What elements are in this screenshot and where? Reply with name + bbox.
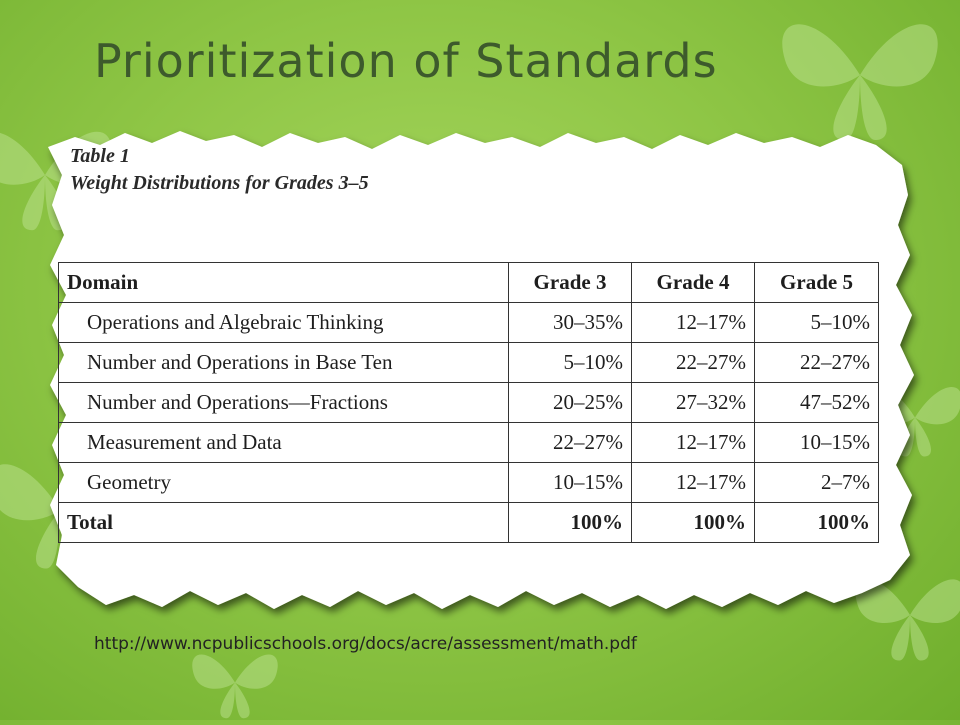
grade5-cell: 10–15%	[754, 422, 879, 463]
table-total-row: Total 100% 100% 100%	[58, 502, 879, 543]
column-header: Grade 3	[508, 262, 632, 303]
table-header-row: Domain Grade 3 Grade 4 Grade 5	[58, 262, 879, 303]
grade3-cell: 30–35%	[508, 302, 632, 343]
table-row: Operations and Algebraic Thinking 30–35%…	[58, 302, 879, 343]
butterfly-decoration	[855, 579, 960, 661]
grade5-cell: 5–10%	[754, 302, 879, 343]
table-row: Geometry 10–15% 12–17% 2–7%	[58, 462, 879, 503]
grade4-cell: 12–17%	[631, 302, 755, 343]
table-row: Number and Operations in Base Ten 5–10% …	[58, 342, 879, 383]
grade5-cell: 2–7%	[754, 462, 879, 503]
grade4-cell: 27–32%	[631, 382, 755, 423]
grade4-cell: 12–17%	[631, 462, 755, 503]
domain-cell: Geometry	[58, 462, 509, 503]
grade4-total-cell: 100%	[631, 502, 755, 543]
domain-cell: Number and Operations—Fractions	[58, 382, 509, 423]
column-header: Grade 5	[754, 262, 879, 303]
column-header: Grade 4	[631, 262, 755, 303]
total-label-cell: Total	[58, 502, 509, 543]
domain-cell: Number and Operations in Base Ten	[58, 342, 509, 383]
table-caption: Table 1 Weight Distributions for Grades …	[70, 143, 369, 197]
domain-cell: Operations and Algebraic Thinking	[58, 302, 509, 343]
butterfly-decoration	[782, 24, 938, 140]
grade5-total-cell: 100%	[754, 502, 879, 543]
source-url: http://www.ncpublicschools.org/docs/acre…	[94, 634, 637, 654]
grade4-cell: 22–27%	[631, 342, 755, 383]
column-header: Domain	[58, 262, 509, 303]
butterfly-decoration	[192, 654, 278, 719]
grade4-cell: 12–17%	[631, 422, 755, 463]
table-row: Measurement and Data 22–27% 12–17% 10–15…	[58, 422, 879, 463]
table-label: Table 1	[70, 145, 130, 167]
grade5-cell: 47–52%	[754, 382, 879, 423]
table-title: Weight Distributions for Grades 3–5	[70, 172, 369, 194]
weight-distribution-table: Domain Grade 3 Grade 4 Grade 5 Operation…	[58, 262, 879, 543]
grade3-cell: 10–15%	[508, 462, 632, 503]
grade5-cell: 22–27%	[754, 342, 879, 383]
grade3-total-cell: 100%	[508, 502, 632, 543]
slide-title: Prioritization of Standards	[94, 34, 718, 88]
grade3-cell: 20–25%	[508, 382, 632, 423]
torn-paper-document: Table 1 Weight Distributions for Grades …	[30, 125, 930, 620]
table-row: Number and Operations—Fractions 20–25% 2…	[58, 382, 879, 423]
domain-cell: Measurement and Data	[58, 422, 509, 463]
grade3-cell: 5–10%	[508, 342, 632, 383]
grade3-cell: 22–27%	[508, 422, 632, 463]
